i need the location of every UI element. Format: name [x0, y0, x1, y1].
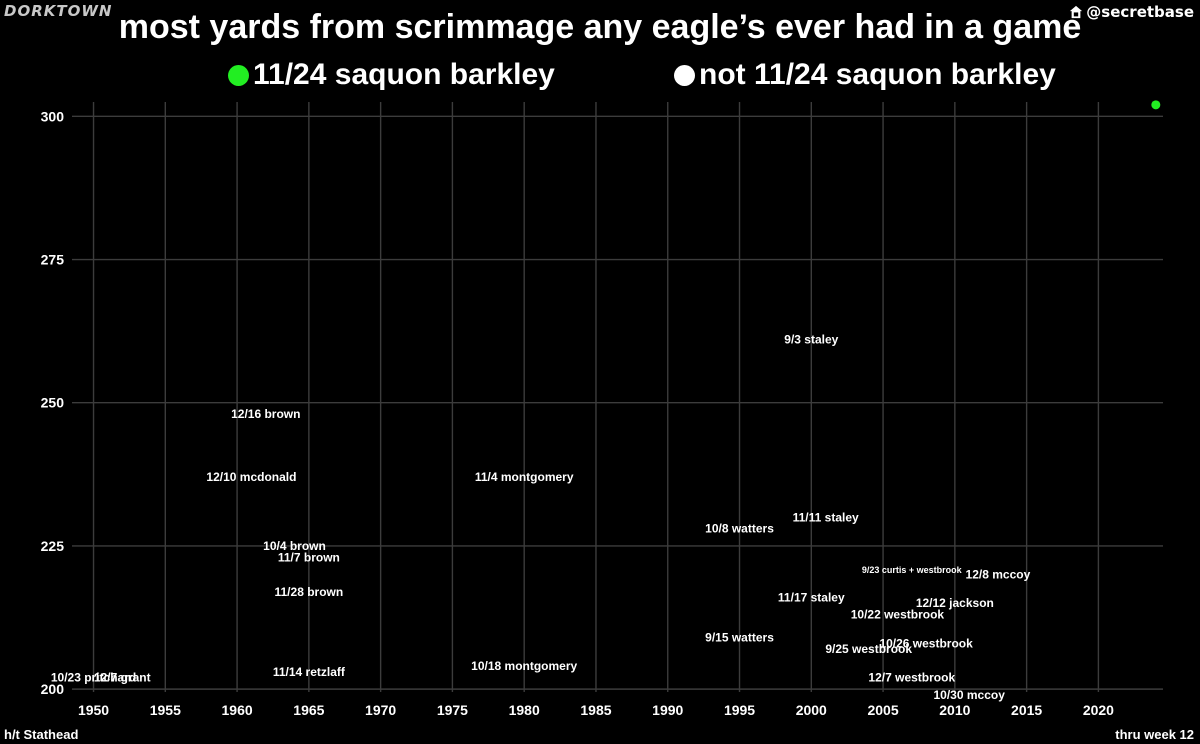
point-label: 10/22 westbrook	[851, 608, 945, 622]
x-tick-label: 1990	[652, 702, 683, 718]
point-label: 10/30 mccoy	[934, 688, 1006, 702]
y-tick-label: 300	[41, 108, 65, 124]
point-label: 11/11 staley	[793, 510, 859, 524]
grid-lines	[72, 102, 1163, 692]
point-label: 12/12 jackson	[916, 596, 994, 610]
point-label: 10/23 pritchard	[51, 671, 136, 685]
point-label: 11/7 brown	[278, 550, 340, 564]
x-tick-label: 1975	[437, 702, 468, 718]
x-tick-label: 2015	[1011, 702, 1042, 718]
point-label: 10/26 westbrook	[879, 636, 973, 650]
footer-source: h/t Stathead	[4, 727, 79, 742]
y-tick-label: 225	[41, 538, 65, 554]
y-tick-label: 275	[41, 252, 65, 268]
point-label: 11/14 retzlaff	[273, 665, 346, 679]
point-label: 10/18 montgomery	[471, 659, 577, 673]
point-label: 12/16 brown	[231, 407, 300, 421]
x-tick-label: 2020	[1083, 702, 1114, 718]
point-label: 9/15 watters	[705, 631, 774, 645]
point-label: 12/7 westbrook	[868, 671, 955, 685]
point-label: 11/17 staley	[778, 590, 845, 604]
highlight-point	[1151, 100, 1161, 110]
x-tick-label: 2000	[796, 702, 827, 718]
point-label: 12/8 mccoy	[966, 568, 1031, 582]
x-tick-label: 1955	[150, 702, 181, 718]
point-label: 9/25 westbrook	[825, 642, 912, 656]
chart-legend: 11/24 saquon barkley not 11/24 saquon ba…	[0, 58, 1200, 94]
y-tick-label: 200	[41, 681, 65, 697]
social-handle-text: @secretbase	[1086, 3, 1194, 21]
x-tick-label: 1980	[509, 702, 540, 718]
y-tick-label: 250	[41, 395, 65, 411]
point-label: 10/4 brown	[263, 539, 326, 553]
social-handle: @secretbase	[1069, 3, 1194, 21]
x-tick-label: 1950	[78, 702, 109, 718]
point-label: 12/10 mcdonald	[206, 470, 296, 484]
legend-dot-green	[228, 64, 249, 86]
legend-dot-white	[674, 64, 695, 86]
legend-label-other: not 11/24 saquon barkley	[699, 58, 1056, 91]
point-label: 11/28 brown	[275, 585, 344, 599]
legend-label-highlight: 11/24 saquon barkley	[253, 58, 555, 91]
point-label: 12/7 grant	[94, 671, 151, 685]
x-tick-label: 2005	[867, 702, 898, 718]
data-points: 9/3 staley 12/16 brown 12/10 mcdonald 11/4 …	[51, 100, 1161, 702]
x-tick-label: 1995	[724, 702, 755, 718]
brand-logo: DORKTOWN	[4, 2, 113, 20]
x-tick-label: 1965	[293, 702, 324, 718]
legend-item-highlight: 11/24 saquon barkley	[228, 58, 555, 92]
x-tick-label: 2010	[939, 702, 970, 718]
point-label: 9/3 staley	[784, 333, 838, 347]
point-label: 9/23 curtis + westbrook	[862, 565, 963, 575]
point-label: 11/4 montgomery	[475, 470, 574, 484]
x-tick-label: 1985	[580, 702, 611, 718]
house-icon	[1070, 5, 1083, 19]
axis-ticks: 1950 1955 1960 1965 1970 1975 1980 1985 1990 1995…	[41, 108, 1115, 718]
legend-item-other: not 11/24 saquon barkley	[674, 58, 1056, 92]
footer-note: thru week 12	[1115, 727, 1194, 742]
point-label: 10/8 watters	[705, 522, 774, 536]
x-tick-label: 1960	[222, 702, 253, 718]
chart-title: most yards from scrimmage any eagle’s ev…	[118, 8, 1082, 46]
x-tick-label: 1970	[365, 702, 396, 718]
